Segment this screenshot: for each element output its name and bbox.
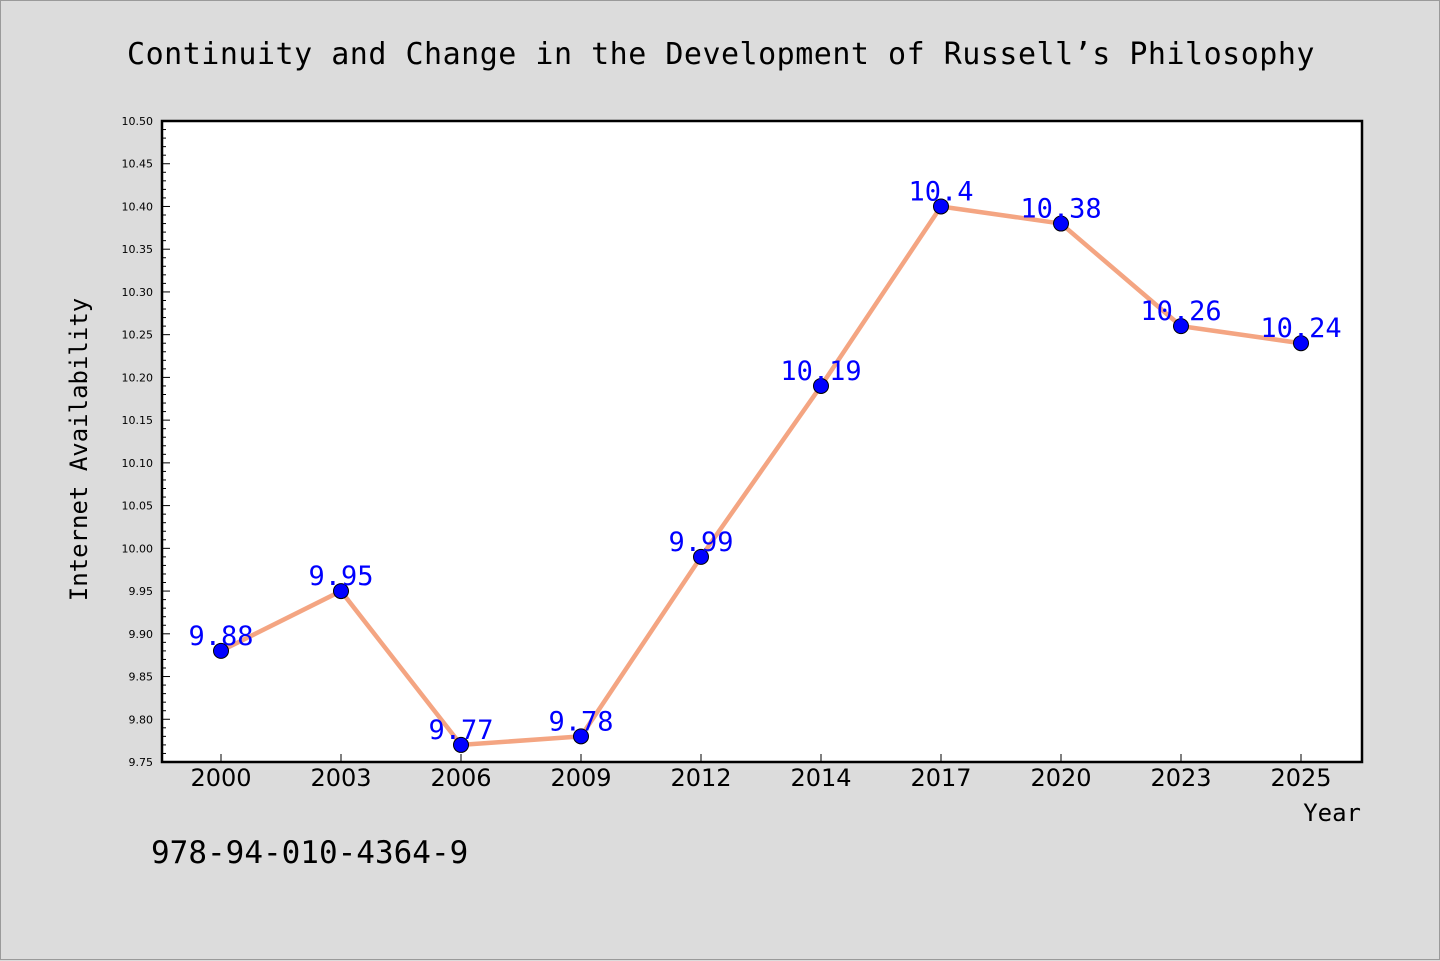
y-tick-label: 9.95 [129,585,154,598]
data-point [213,642,229,659]
data-point [1173,318,1189,335]
data-point [333,583,349,600]
data-point [1293,335,1309,352]
y-tick-label: 10.40 [122,200,154,213]
y-tick-label: 10.45 [122,158,154,171]
series-line [218,204,1304,748]
chart-title: Continuity and Change in the Development… [127,37,1315,72]
plot-frame [160,119,1364,764]
data-point [693,548,709,565]
y-tick-label: 9.80 [129,713,154,726]
plot-area [162,121,1362,762]
x-tick-label: 2023 [1150,764,1211,792]
data-label: 10.38 [1020,194,1101,225]
data-point [813,377,829,394]
y-tick-label: 10.30 [122,286,154,299]
isbn-text: 978-94-010-4364-9 [151,835,469,871]
y-tick-label: 10.35 [122,243,154,256]
y-tick-label: 10.10 [122,457,154,470]
x-tick-label: 2003 [310,764,371,792]
y-tick-label: 10.25 [122,329,154,342]
data-label: 9.95 [308,561,373,592]
y-tick-label: 9.90 [129,628,154,641]
x-tick-label: 2009 [550,764,611,792]
y-tick-label: 10.05 [122,500,154,513]
data-point [1053,215,1069,232]
data-label: 10.4 [908,176,973,207]
x-tick-label: 2017 [910,764,971,792]
x-tick-label: 2006 [430,764,491,792]
y-tick-label: 10.00 [122,542,154,555]
x-tick-label: 2025 [1270,764,1331,792]
y-tick-label: 10.20 [122,371,154,384]
data-label: 9.88 [188,621,253,652]
data-label: 9.77 [428,715,493,746]
x-tick-label: 2020 [1030,764,1091,792]
data-point [933,198,949,215]
x-tick-label: 2012 [670,764,731,792]
y-axis-label: Internet Availability [65,298,93,601]
x-axis-label: Year [1303,799,1361,827]
x-tick-label: 2014 [790,764,851,792]
data-label: 10.19 [780,356,861,387]
y-tick-label: 10.15 [122,414,154,427]
data-label: 9.78 [548,706,613,737]
data-label: 9.99 [668,527,733,558]
data-point [453,736,469,753]
data-point [573,728,589,745]
data-label: 10.26 [1140,296,1221,327]
x-tick-label: 2000 [190,764,251,792]
y-tick-label: 10.50 [122,115,154,128]
y-tick-label: 9.85 [129,671,154,684]
data-label: 10.24 [1260,313,1341,344]
y-tick-label: 9.75 [129,756,154,769]
